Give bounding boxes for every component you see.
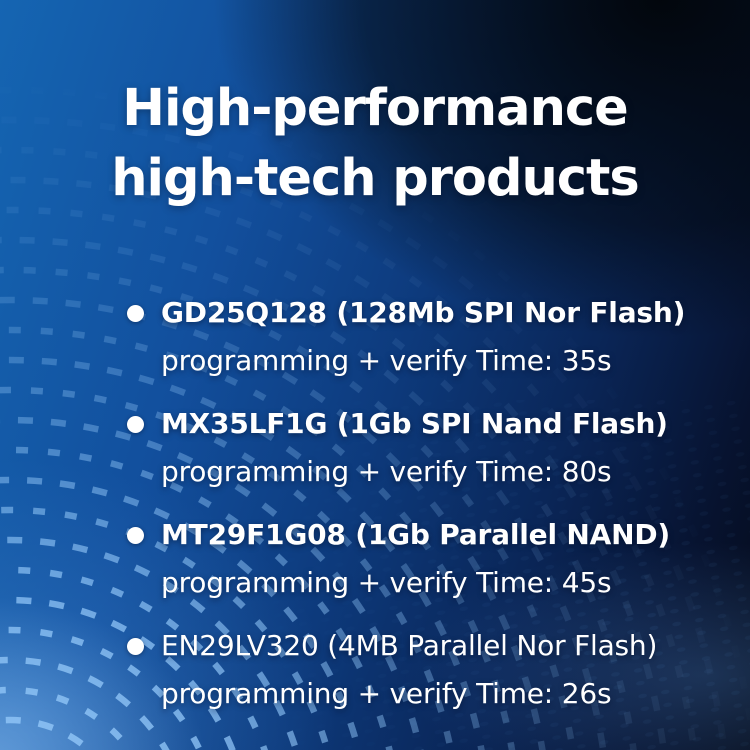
list-item: MX35LF1G (1Gb SPI Nand Flash) programmin…	[127, 407, 685, 489]
page-title: High-performance high-tech products	[0, 74, 750, 214]
product-text: GD25Q128 (128Mb SPI Nor Flash) programmi…	[161, 296, 685, 378]
product-time: programming + verify Time: 45s	[161, 566, 612, 599]
list-item: GD25Q128 (128Mb SPI Nor Flash) programmi…	[127, 296, 685, 378]
bullet-icon	[127, 638, 144, 655]
page-title-line1: High-performance	[122, 79, 628, 139]
product-name: MX35LF1G (1Gb SPI Nand Flash)	[161, 407, 668, 440]
micro-dot-texture	[250, 400, 750, 750]
bullet-icon	[127, 416, 144, 433]
product-text: MX35LF1G (1Gb SPI Nand Flash) programmin…	[161, 407, 668, 489]
product-name: MT29F1G08 (1Gb Parallel NAND)	[161, 518, 670, 551]
product-list: GD25Q128 (128Mb SPI Nor Flash) programmi…	[127, 296, 685, 740]
bullet-icon	[127, 305, 144, 322]
product-text: MT29F1G08 (1Gb Parallel NAND) programmin…	[161, 518, 670, 600]
product-time: programming + verify Time: 26s	[161, 677, 612, 710]
product-time: programming + verify Time: 80s	[161, 455, 612, 488]
bullet-icon	[127, 527, 144, 544]
product-name: GD25Q128 (128Mb SPI Nor Flash)	[161, 296, 686, 329]
product-name: EN29LV320 (4MB Parallel Nor Flash)	[161, 629, 658, 662]
product-time: programming + verify Time: 35s	[161, 344, 612, 377]
list-item: EN29LV320 (4MB Parallel Nor Flash) progr…	[127, 629, 685, 711]
list-item: MT29F1G08 (1Gb Parallel NAND) programmin…	[127, 518, 685, 600]
product-text: EN29LV320 (4MB Parallel Nor Flash) progr…	[161, 629, 657, 711]
page-title-line2: high-tech products	[111, 149, 640, 209]
